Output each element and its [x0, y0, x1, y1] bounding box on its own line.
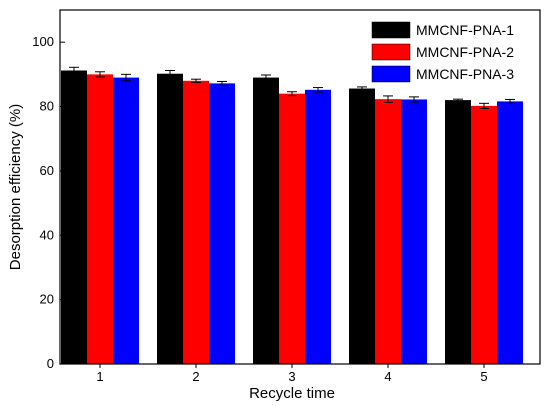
y-axis-label: Desorption efficiency (%): [7, 104, 24, 270]
bar-1-cycle-1: [61, 70, 87, 364]
legend: MMCNF-PNA-1 MMCNF-PNA-2 MMCNF-PNA-3: [371, 21, 514, 83]
bar-1-cycle-5: [445, 100, 471, 364]
bar-3-cycle-1: [113, 77, 139, 364]
y-tick-label: 0: [47, 356, 54, 371]
legend-swatch-1: [371, 21, 411, 39]
x-ticks-group: 1 2 3 4 5: [96, 364, 488, 384]
legend-swatch-2: [371, 43, 411, 61]
y-tick-label: 20: [40, 292, 54, 307]
bar-1-cycle-3: [253, 77, 279, 364]
x-tick-label: 1: [96, 369, 103, 384]
y-tick-label: 60: [40, 163, 54, 178]
legend-swatch-3: [371, 65, 411, 83]
bar-2-cycle-2: [183, 80, 209, 365]
bars-group: [61, 70, 523, 365]
x-tick-label: 2: [192, 369, 199, 384]
y-ticks-group: 0 20 40 60 80 100: [32, 34, 65, 371]
bar-2-cycle-4: [375, 99, 401, 364]
legend-label-2: MMCNF-PNA-2: [416, 44, 514, 60]
x-axis-label: Recycle time: [249, 385, 335, 402]
y-tick-label: 100: [32, 34, 54, 49]
y-tick-label: 40: [40, 227, 54, 242]
legend-label-1: MMCNF-PNA-1: [416, 22, 514, 38]
y-tick-label: 80: [40, 99, 54, 114]
bar-2-cycle-5: [471, 105, 497, 364]
bar-1-cycle-2: [157, 73, 183, 364]
bar-3-cycle-5: [497, 101, 523, 364]
plot-frame: [59, 9, 541, 365]
legend-label-3: MMCNF-PNA-3: [416, 66, 514, 82]
error-bars-group: [69, 66, 515, 109]
bar-3-cycle-2: [209, 83, 235, 364]
bar-3-cycle-4: [401, 99, 427, 364]
bar-2-cycle-1: [87, 74, 113, 364]
bar-1-cycle-4: [349, 88, 375, 365]
bar-3-cycle-3: [305, 89, 331, 364]
x-tick-label: 4: [384, 369, 391, 384]
x-tick-label: 3: [288, 369, 295, 384]
bar-2-cycle-3: [279, 93, 305, 364]
x-tick-label: 5: [480, 369, 487, 384]
